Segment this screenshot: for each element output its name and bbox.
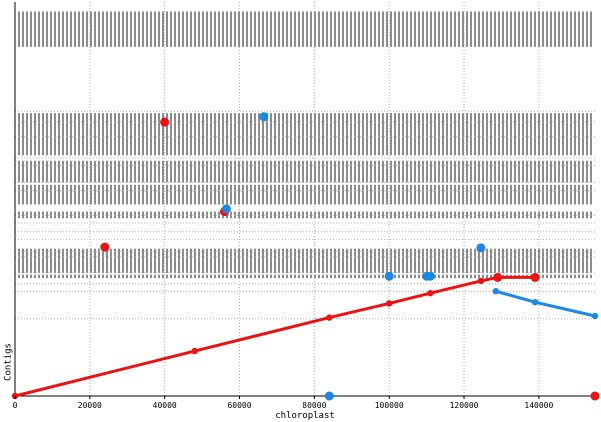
x-tick-label-7: 140000	[524, 401, 553, 410]
stripe-band-0	[18, 11, 592, 47]
reverse-line-point-0	[492, 287, 500, 295]
x-axis-title: chloroplast	[275, 411, 335, 421]
forward-hit-point-5	[590, 391, 600, 401]
y-axis-title: Contigs	[4, 343, 14, 381]
x-tick-label-6: 120000	[450, 401, 479, 410]
reverse-line-point-1	[531, 299, 539, 306]
x-tick-label-2: 40000	[153, 401, 177, 410]
x-tick-label-5: 100000	[375, 401, 404, 410]
stripe-band-2	[18, 160, 592, 183]
reverse-hit-point-1	[221, 204, 231, 214]
forward-hit-point-0	[160, 117, 170, 127]
reverse-hit-point-3	[384, 271, 394, 281]
stripe-band-5	[18, 248, 592, 274]
stripe-band-4	[18, 211, 592, 219]
forward-hit-point-2	[100, 242, 110, 252]
forward-line-point-1	[191, 347, 198, 355]
stripe-band-1	[18, 113, 592, 156]
reverse-line-point-2	[591, 312, 599, 320]
forward-line-point-3	[385, 300, 393, 307]
alignment-points	[11, 112, 600, 401]
reverse-hit-point-5	[425, 271, 435, 281]
forward-line-point-4	[427, 289, 434, 297]
reverse-hit-point-6	[324, 391, 334, 401]
x-tick-label-3: 60000	[227, 401, 251, 410]
reverse-alignment-line	[495, 289, 596, 318]
stripe-band-6	[18, 274, 592, 279]
x-tick-labels: 0 20000 40000 60000 80000 100000 120000 140000	[13, 396, 553, 410]
x-tick-label-1: 20000	[78, 401, 102, 410]
x-tick-label-4: 80000	[302, 401, 326, 410]
forward-line-point-2	[326, 314, 333, 321]
x-tick-label-0: 0	[13, 401, 18, 410]
stripe-band-3	[18, 184, 592, 205]
forward-alignment-line	[14, 275, 536, 398]
axes	[14, 2, 595, 397]
forward-hit-point-3	[493, 272, 503, 282]
forward-hit-point-4	[530, 272, 540, 282]
reverse-hit-point-2	[476, 243, 486, 253]
reverse-hit-point-0	[259, 112, 269, 122]
forward-line-point-5	[477, 277, 485, 285]
contig-stripe-bands	[18, 11, 592, 279]
alignment-lines	[14, 275, 596, 398]
